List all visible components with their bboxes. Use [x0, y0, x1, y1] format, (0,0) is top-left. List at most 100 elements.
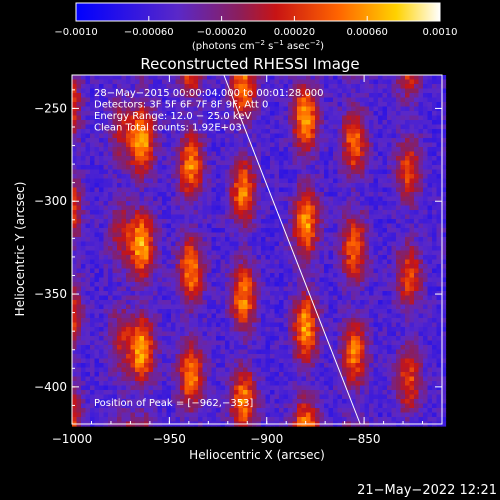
heatmap-cell: [153, 133, 159, 139]
heatmap-cell: [387, 304, 393, 310]
heatmap-cell: [360, 210, 366, 216]
heatmap-cell: [310, 84, 316, 90]
heatmap-cell: [121, 79, 127, 85]
heatmap-cell: [333, 295, 339, 301]
heatmap-cell: [252, 268, 258, 274]
heatmap-cell: [405, 97, 411, 103]
heatmap-cell: [184, 318, 190, 324]
heatmap-cell: [135, 219, 141, 225]
heatmap-cell: [171, 147, 177, 153]
heatmap-cell: [126, 160, 132, 166]
heatmap-cell: [360, 97, 366, 103]
heatmap-cell: [211, 322, 217, 328]
heatmap-cell: [72, 331, 78, 337]
heatmap-cell: [436, 259, 442, 265]
heatmap-cell: [414, 336, 420, 342]
heatmap-cell: [279, 282, 285, 288]
heatmap-cell: [76, 79, 82, 85]
heatmap-cell: [261, 331, 267, 337]
heatmap-cell: [414, 232, 420, 238]
heatmap-cell: [441, 264, 447, 270]
heatmap-cell: [184, 129, 190, 135]
heatmap-cell: [211, 75, 217, 81]
heatmap-cell: [301, 151, 307, 157]
heatmap-cell: [166, 286, 172, 292]
heatmap-cell: [337, 79, 343, 85]
heatmap-cell: [81, 160, 87, 166]
heatmap-cell: [243, 214, 249, 220]
heatmap-cell: [355, 241, 361, 247]
heatmap-cell: [414, 286, 420, 292]
heatmap-cell: [198, 282, 204, 288]
heatmap-cell: [432, 286, 438, 292]
heatmap-cell: [292, 151, 298, 157]
heatmap-cell: [315, 151, 321, 157]
heatmap-cell: [180, 147, 186, 153]
heatmap-cell: [153, 178, 159, 184]
heatmap-cell: [306, 183, 312, 189]
heatmap-cell: [337, 318, 343, 324]
heatmap-cell: [216, 192, 222, 198]
heatmap-cell: [279, 327, 285, 333]
heatmap-cell: [135, 111, 141, 117]
heatmap-cell: [108, 165, 114, 171]
heatmap-cell: [310, 192, 316, 198]
heatmap-cell: [189, 246, 195, 252]
heatmap-cell: [72, 264, 78, 270]
heatmap-cell: [423, 102, 429, 108]
heatmap-cell: [283, 88, 289, 94]
heatmap-cell: [121, 160, 127, 166]
heatmap-cell: [99, 273, 105, 279]
heatmap-cell: [270, 255, 276, 261]
heatmap-cell: [184, 160, 190, 166]
heatmap-cell: [319, 313, 325, 319]
heatmap-cell: [382, 273, 388, 279]
heatmap-cell: [81, 318, 87, 324]
heatmap-cell: [288, 277, 294, 283]
heatmap-cell: [162, 138, 168, 144]
heatmap-cell: [247, 264, 253, 270]
heatmap-cell: [162, 183, 168, 189]
heatmap-cell: [81, 88, 87, 94]
heatmap-cell: [432, 124, 438, 130]
heatmap-cell: [252, 219, 258, 225]
heatmap-cell: [117, 228, 123, 234]
heatmap-cell: [436, 232, 442, 238]
heatmap-cell: [139, 165, 145, 171]
heatmap-cell: [202, 327, 208, 333]
heatmap-cell: [72, 75, 78, 81]
heatmap-cell: [85, 192, 91, 198]
heatmap-cell: [207, 178, 213, 184]
heatmap-cell: [184, 165, 190, 171]
heatmap-cell: [418, 111, 424, 117]
heatmap-cell: [387, 124, 393, 130]
heatmap-cell: [211, 156, 217, 162]
heatmap-cell: [121, 223, 127, 229]
heatmap-cell: [193, 214, 199, 220]
heatmap-cell: [301, 169, 307, 175]
heatmap-cell: [342, 259, 348, 265]
heatmap-cell: [202, 142, 208, 148]
heatmap-cell: [211, 84, 217, 90]
heatmap-cell: [211, 219, 217, 225]
heatmap-cell: [261, 75, 267, 81]
heatmap-cell: [139, 336, 145, 342]
heatmap-cell: [292, 273, 298, 279]
heatmap-cell: [144, 102, 150, 108]
heatmap-cell: [126, 210, 132, 216]
heatmap-cell: [112, 300, 118, 306]
heatmap-cell: [135, 93, 141, 99]
heatmap-cell: [85, 160, 91, 166]
heatmap-cell: [121, 309, 127, 315]
heatmap-cell: [157, 79, 163, 85]
heatmap-cell: [76, 151, 82, 157]
heatmap-cell: [261, 93, 267, 99]
heatmap-cell: [225, 75, 231, 81]
heatmap-cell: [256, 84, 262, 90]
heatmap-cell: [432, 309, 438, 315]
heatmap-cell: [279, 174, 285, 180]
heatmap-cell: [297, 106, 303, 112]
heatmap-cell: [427, 165, 433, 171]
heatmap-cell: [283, 142, 289, 148]
heatmap-cell: [337, 219, 343, 225]
